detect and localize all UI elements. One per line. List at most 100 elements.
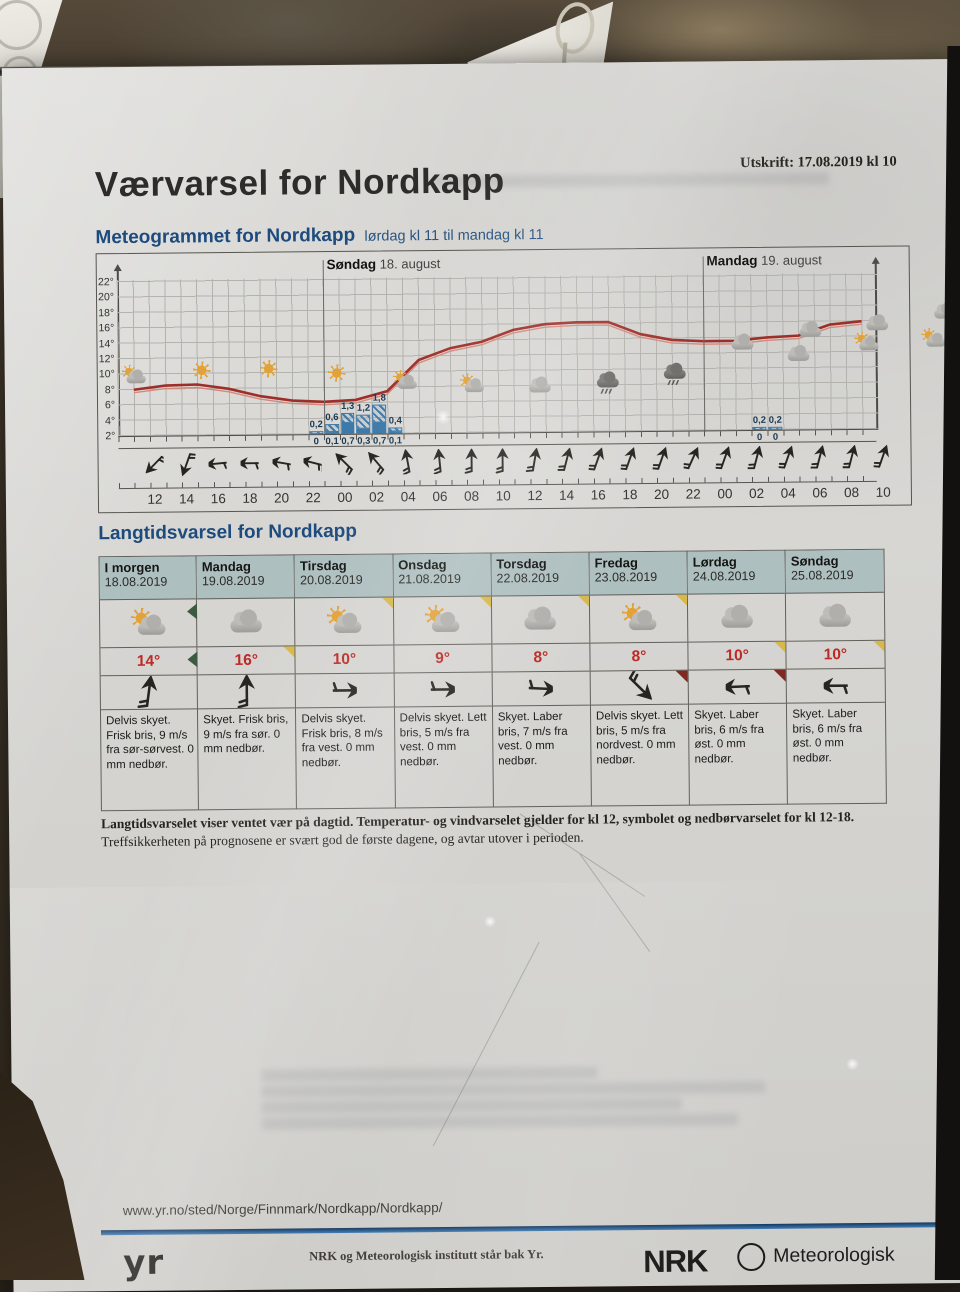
forecast-symbol-cell (492, 596, 590, 645)
wind-barb (240, 451, 258, 481)
wind-arrow (462, 449, 480, 474)
x-tick-label: 00 (710, 486, 740, 501)
wind-arrow (747, 446, 765, 471)
x-tick-label: 08 (457, 489, 487, 504)
showthrough-corner (187, 603, 197, 619)
met-institute-logo-text: Meteorologisk (773, 1244, 895, 1268)
x-tick-label: 20 (267, 490, 297, 505)
forecast-day-date: 25.08.2019 (791, 568, 883, 583)
precip-max-part (357, 414, 371, 429)
forecast-description: Skyet. Laber bris, 7 m/s fra vest. 0 mm … (493, 706, 591, 807)
weather-symbol-cloud (225, 606, 267, 639)
cloudshape-shape (664, 369, 686, 378)
wind-arrow (557, 448, 575, 473)
page-title: Værvarsel for Nordkapp (95, 161, 505, 205)
precip-bar (309, 431, 323, 434)
axis-arrow (872, 257, 880, 264)
wind-arrow (652, 447, 670, 472)
precip-max-value: 0,2 (764, 414, 786, 425)
forecast-wind-cell (101, 675, 198, 710)
wind-barb (367, 450, 385, 480)
forecast-symbol-cell (197, 598, 295, 647)
x-tick-label: 12 (140, 492, 170, 507)
cloudshape-shape (529, 383, 551, 392)
forecast-day-name: Fredag (594, 555, 686, 571)
wind-arrow (824, 669, 848, 702)
rain-drops (669, 380, 679, 385)
precip-bar (388, 427, 402, 434)
weather-symbol-cloud (814, 600, 856, 633)
cloudshape-shape (732, 340, 754, 349)
meteogram-day-label: Mandag 19. august (706, 252, 821, 268)
rain-drops (601, 389, 611, 394)
forecast-day-date: 19.08.2019 (202, 573, 294, 588)
forecast-day-date: 21.08.2019 (398, 572, 490, 587)
showthrough-corner (676, 595, 687, 606)
x-tick-label: 10 (868, 485, 898, 500)
forecast-wind-cell (296, 673, 394, 708)
wind-barb (557, 448, 575, 478)
precip-min-part (388, 432, 402, 434)
forecast-description: Skyet. Frisk bris, 9 m/s fra sør. 0 mm n… (198, 708, 296, 809)
wind-barb (874, 445, 892, 475)
weather-symbol-rain (661, 363, 690, 386)
cloudshape-shape (927, 339, 946, 347)
footnote-bold-part: Langtidsvarselet viser ventet vær på dag… (101, 809, 854, 831)
y-tick-label: 6° (98, 399, 115, 411)
weather-symbol-fair (919, 328, 948, 351)
cloudshape-shape (799, 328, 821, 337)
weather-symbol-fair (421, 604, 463, 637)
sunshape-shape (260, 360, 278, 378)
wind-arrow (779, 446, 797, 471)
weather-symbol-cloud (525, 374, 554, 397)
x-tick-label: 04 (393, 489, 423, 504)
forecast-description: Delvis skyet. Frisk bris, 9 m/s fra sør-… (101, 709, 198, 810)
weather-symbol-fair (127, 607, 169, 640)
meteogram-period: lørdag kl 11 til mandag kl 11 (360, 227, 543, 245)
precip-max-value: 0,4 (384, 415, 406, 426)
cloudshape-shape (721, 614, 753, 628)
wind-barb (842, 445, 860, 475)
forecast-description: Delvis skyet. Lett bris, 5 m/s fra vest.… (395, 707, 493, 808)
emboss-circle (0, 0, 42, 50)
wind-barb (715, 446, 733, 476)
wind-arrow (529, 672, 553, 705)
sunshape-shape (192, 361, 210, 379)
drop (604, 389, 608, 394)
precip-bar (753, 427, 767, 430)
weather-symbol-fair (852, 332, 881, 355)
precip-min-value: 0,1 (384, 435, 406, 446)
forecast-wind-cell (591, 671, 689, 706)
forecast-day-name: Mandag (202, 558, 294, 574)
x-tick-label: 02 (742, 486, 772, 501)
wind-barb (494, 448, 512, 478)
weather-printout-page: Utskrift: 17.08.2019 kl 10 Værvarsel for… (2, 59, 960, 1292)
forecast-temperature: 14° (100, 647, 196, 676)
showthrough-corner (480, 597, 491, 608)
wind-arrow (399, 449, 417, 474)
x-tick-label: 06 (805, 485, 835, 500)
y-tick-label: 8° (98, 384, 115, 396)
wind-barb (620, 447, 638, 477)
forecast-description: Delvis skyet. Lett bris, 5 m/s fra nordv… (591, 705, 689, 806)
wind-arrow (304, 450, 322, 475)
x-tick-label: 18 (615, 487, 645, 502)
table-footnote: Langtidsvarselet viser ventet vær på dag… (101, 808, 893, 852)
drop (600, 389, 604, 394)
wind-barb (652, 447, 670, 477)
y-tick-label: 14° (97, 338, 114, 350)
cloudshape-shape (628, 618, 656, 630)
precip-bar (768, 427, 782, 430)
x-tick-label: 16 (583, 487, 613, 502)
temperature-curve (117, 273, 878, 436)
wind-arrow (145, 452, 163, 477)
longterm-heading: Langtidsvarsel for Nordkapp (98, 521, 357, 545)
weather-symbol-fair (618, 602, 660, 635)
cloudshape-shape (788, 352, 810, 361)
forecast-symbol-cell (590, 595, 688, 644)
wind-arrow (272, 450, 290, 475)
